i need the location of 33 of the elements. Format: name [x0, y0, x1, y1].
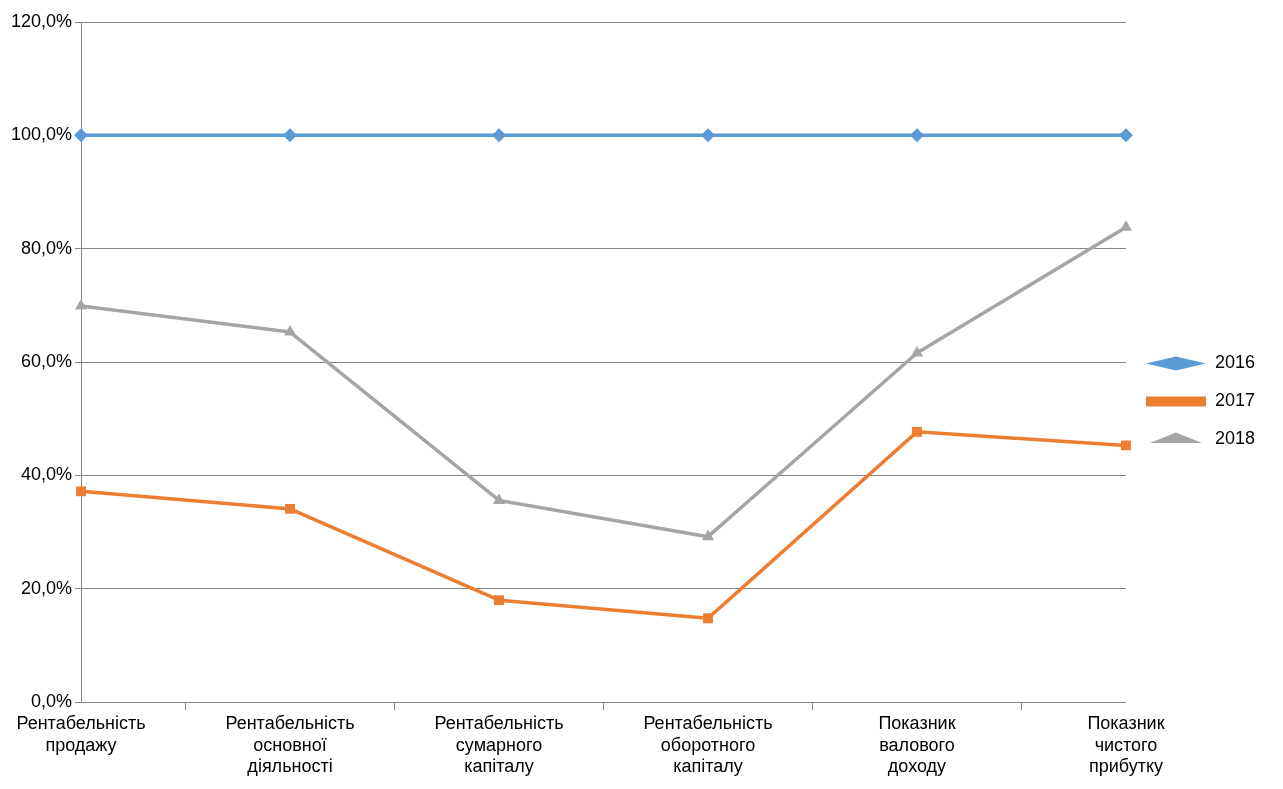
y-tick-label: 120,0%	[10, 10, 73, 31]
legend-label: 2018	[1214, 428, 1255, 449]
point	[1121, 440, 1131, 451]
y-tick-label: 100,0%	[10, 124, 73, 145]
point	[494, 595, 504, 606]
x-tick-label: Показник чистого прибутку	[1087, 712, 1165, 777]
y-tick-label: 20,0%	[21, 577, 73, 598]
point	[701, 529, 715, 541]
point	[76, 486, 86, 497]
point	[909, 128, 924, 143]
point	[912, 426, 922, 437]
point	[492, 493, 506, 504]
point	[74, 128, 89, 143]
x-tick-label: Рентабельність сумарного капіталу	[434, 712, 564, 777]
y-tick-label: 80,0%	[21, 237, 73, 258]
y-tick-label: 40,0%	[21, 464, 73, 485]
y-tick-label: 0,0%	[31, 691, 73, 712]
point	[285, 503, 295, 514]
point	[283, 128, 298, 143]
point	[910, 346, 924, 357]
point	[283, 325, 297, 336]
y-tick-label: 60,0%	[21, 351, 73, 372]
point	[700, 128, 715, 143]
point	[703, 613, 713, 624]
legend-label: 2017	[1214, 390, 1255, 411]
point	[1118, 128, 1133, 143]
point	[492, 128, 507, 143]
x-tick-label: Рентабельність продажу	[16, 712, 146, 755]
point	[1119, 220, 1133, 231]
x-tick-label: Рентабельність основної діяльності	[225, 712, 355, 777]
x-tick-label: Рентабельність оборотного капіталу	[643, 712, 773, 777]
legend-label: 2016	[1214, 352, 1255, 373]
x-tick-label: Показник валового доходу	[878, 712, 956, 777]
